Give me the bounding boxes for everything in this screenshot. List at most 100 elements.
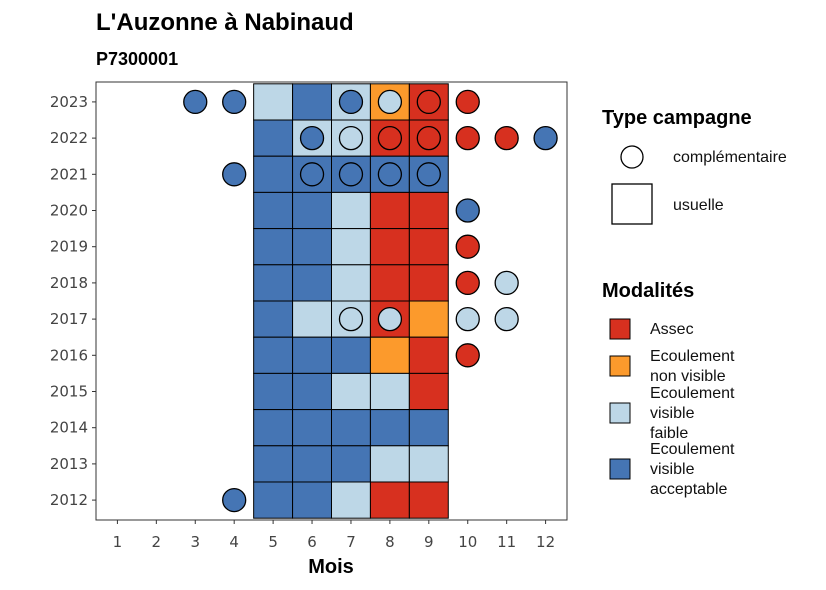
tile-2019-6 (292, 228, 332, 266)
tile-2016-5 (253, 336, 294, 374)
point-2021-7 (338, 162, 364, 187)
legend-circle-symbol (620, 145, 644, 169)
tile-2013-6 (292, 445, 332, 483)
x-axis: 1 2 3 4 5 6 7 8 9 10 11 12 (113, 520, 555, 551)
tile-2013-5 (253, 445, 294, 483)
tile-2019-7 (331, 228, 371, 266)
y-tick-label-2014: 2014 (50, 419, 88, 437)
point-2022-11 (494, 125, 519, 151)
legend-shape-label-usuelle: usuelle (673, 197, 724, 214)
legend-fill-title: Modalités (602, 280, 694, 302)
tile-2020-5 (253, 191, 294, 230)
point-2021-4 (222, 162, 247, 187)
y-tick-label-2012: 2012 (50, 491, 88, 509)
plot-border (95, 81, 568, 521)
y-tick-label-2022: 2022 (50, 129, 88, 147)
point-2018-10 (455, 270, 480, 296)
legend-label-3-0: Ecoulement (650, 441, 735, 458)
x-tick-label-2: 2 (152, 533, 162, 551)
legend-label-3-2: acceptable (650, 481, 727, 498)
x-tick-label-7: 7 (346, 533, 356, 551)
legend-shape-title: Type campagne (602, 107, 752, 129)
point-2016-10 (455, 343, 480, 368)
tile-2015-7 (331, 372, 371, 411)
tile-2020-9 (408, 191, 449, 230)
points-layer (183, 89, 558, 513)
point-2019-10 (455, 234, 480, 259)
tile-2012-8 (369, 481, 410, 519)
tile-2019-5 (253, 228, 294, 266)
legend-label-1-1: non visible (650, 368, 726, 385)
tile-2016-9 (408, 336, 449, 374)
tile-2018-5 (253, 264, 294, 302)
y-tick-label-2016: 2016 (50, 346, 88, 364)
tile-2021-5 (253, 155, 294, 193)
chart-subtitle: P7300001 (96, 49, 178, 69)
tile-2016-8 (369, 336, 410, 374)
x-tick-label-12: 12 (536, 533, 555, 551)
x-tick-label-11: 11 (497, 533, 516, 551)
x-tick-label-6: 6 (307, 533, 317, 551)
point-2023-9 (416, 89, 441, 115)
tile-2014-5 (253, 409, 294, 447)
tile-2012-5 (253, 481, 294, 519)
tile-2015-8 (369, 372, 410, 411)
tile-2023-6 (292, 83, 332, 121)
tile-2015-5 (253, 372, 294, 411)
point-2022-7 (338, 125, 364, 151)
point-2022-12 (533, 125, 558, 151)
point-2022-8 (377, 125, 403, 151)
legend-label-2-0: Ecoulement (650, 385, 735, 402)
y-tick-label-2020: 2020 (50, 202, 88, 220)
x-axis-title: Mois (308, 556, 354, 578)
y-tick-label-2017: 2017 (50, 310, 88, 328)
y-axis: 2012 2013 2014 2015 2016 2017 2018 2019 2020 2021… (50, 93, 96, 509)
x-tick-label-10: 10 (458, 533, 477, 551)
legend-label-2-1: visible (650, 405, 695, 422)
chart-title: L'Auzonne à Nabinaud (96, 9, 354, 36)
point-2021-9 (416, 162, 441, 187)
tile-2017-5 (253, 300, 294, 338)
point-2017-7 (338, 306, 364, 332)
legend-key-ecoulement-visible-acceptable (609, 458, 631, 480)
legend-square-symbol (611, 183, 653, 225)
tile-2012-7 (331, 481, 371, 519)
point-2017-10 (455, 306, 480, 332)
tile-2015-6 (292, 372, 332, 411)
tile-2016-6 (292, 336, 332, 374)
legend-label-2-2: faible (650, 425, 688, 442)
legend-key-assec (609, 318, 631, 340)
tile-2012-6 (292, 481, 332, 519)
tile-2020-6 (292, 191, 332, 230)
point-2023-3 (183, 89, 208, 115)
tile-2014-6 (292, 409, 332, 447)
point-2022-10 (455, 125, 480, 151)
tile-2018-7 (331, 264, 371, 302)
point-2021-6 (299, 162, 325, 187)
tile-2014-8 (369, 409, 410, 447)
legend-shape-label-complementaire: complémentaire (673, 149, 787, 166)
tile-2012-9 (408, 481, 449, 519)
x-tick-label-4: 4 (229, 533, 239, 551)
x-tick-label-5: 5 (268, 533, 278, 551)
point-2017-8 (377, 306, 403, 332)
legend-label-3-1: visible (650, 461, 695, 478)
tile-2014-7 (331, 409, 371, 447)
tile-2019-9 (408, 228, 449, 266)
y-tick-label-2018: 2018 (50, 274, 88, 292)
tile-2017-9 (408, 300, 449, 338)
y-tick-label-2013: 2013 (50, 455, 88, 473)
tiles-layer (253, 83, 449, 519)
tile-2020-7 (331, 191, 371, 230)
tile-2018-6 (292, 264, 332, 302)
tile-2019-8 (369, 228, 410, 266)
point-2012-4 (222, 487, 247, 513)
point-2022-6 (299, 125, 325, 151)
tile-2022-5 (253, 119, 294, 157)
point-2023-7 (338, 89, 364, 115)
tile-2023-5 (253, 83, 294, 121)
legend-label-1-0: Ecoulement (650, 348, 735, 365)
tile-2013-8 (369, 445, 410, 483)
x-tick-label-3: 3 (190, 533, 200, 551)
